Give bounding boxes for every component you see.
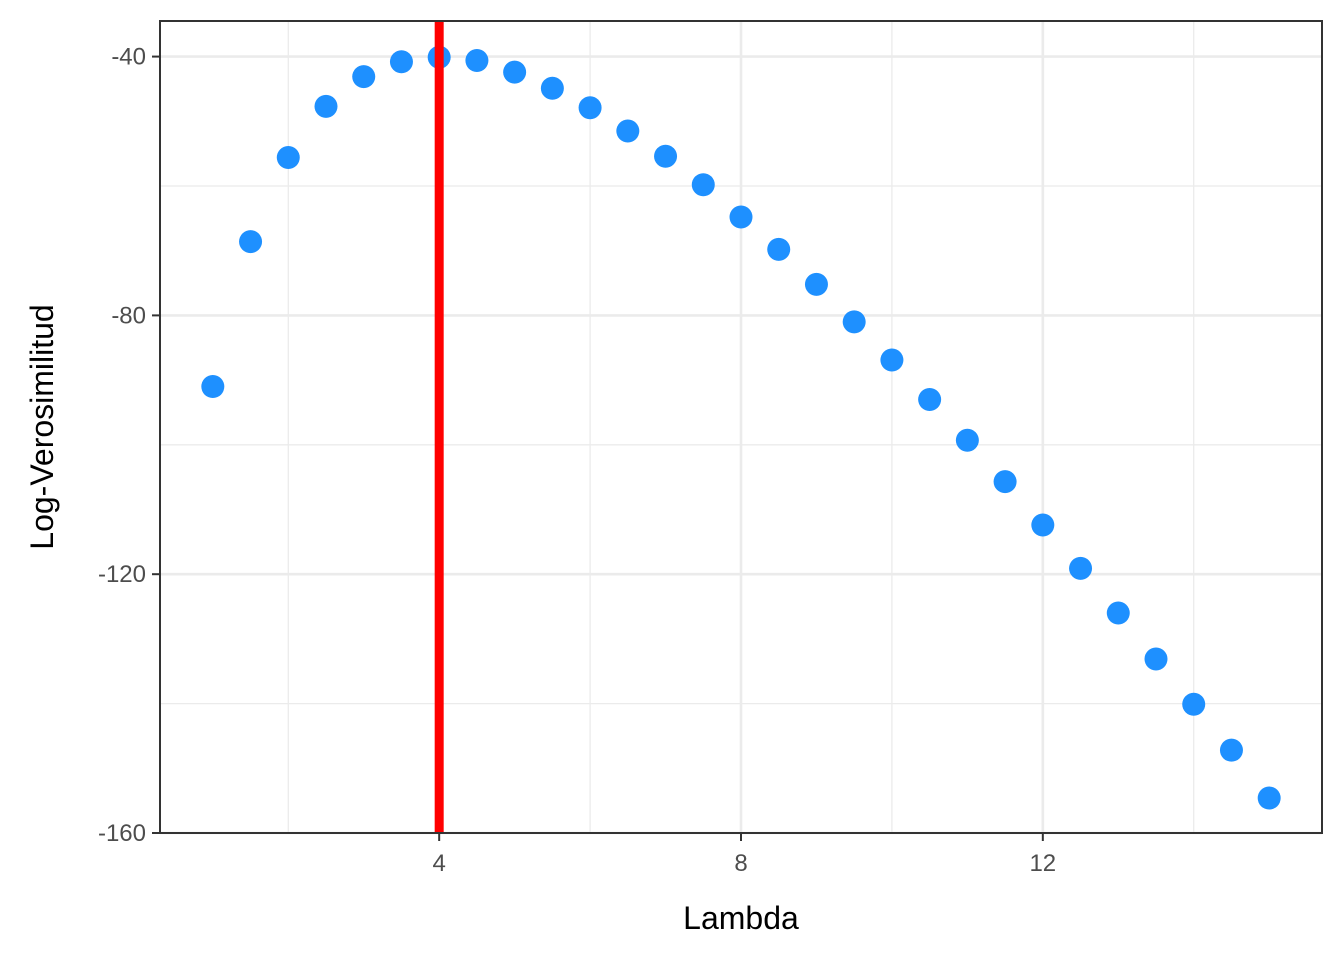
data-point (729, 205, 753, 229)
data-point (767, 237, 791, 261)
x-tick-label: 8 (734, 850, 747, 877)
data-point (993, 470, 1017, 494)
y-tick-label: -80 (111, 302, 146, 329)
data-point (503, 60, 527, 84)
x-axis: 4 8 12 (433, 833, 1056, 877)
y-tick-label: -160 (98, 820, 146, 847)
data-point (389, 50, 413, 74)
data-point (880, 348, 904, 372)
data-point (654, 144, 678, 168)
data-point (540, 76, 564, 100)
data-point (276, 146, 300, 170)
data-point (804, 272, 828, 296)
data-point (578, 96, 602, 120)
data-point (842, 310, 866, 334)
data-points (201, 45, 1281, 810)
data-point (616, 119, 640, 143)
x-tick-label: 4 (433, 850, 446, 877)
data-point (465, 48, 489, 72)
data-point (352, 65, 376, 89)
y-tick-label: -40 (111, 44, 146, 71)
data-point (201, 375, 225, 399)
data-point (1257, 786, 1281, 810)
y-axis-title: Log-Verosimilitud (24, 304, 60, 549)
x-axis-title: Lambda (683, 900, 799, 936)
data-point (1219, 738, 1243, 762)
data-point (955, 428, 979, 452)
y-tick-label: -120 (98, 561, 146, 588)
data-point (1031, 513, 1055, 537)
x-tick-label: 12 (1029, 850, 1056, 877)
data-point (691, 173, 715, 197)
y-axis: -160 -120 -80 -40 (98, 44, 160, 847)
data-point (1106, 601, 1130, 625)
data-point (1144, 647, 1168, 671)
data-point (239, 230, 263, 254)
data-point (1182, 692, 1206, 716)
data-point (918, 388, 942, 412)
data-point (314, 94, 338, 118)
data-point (1069, 556, 1093, 580)
